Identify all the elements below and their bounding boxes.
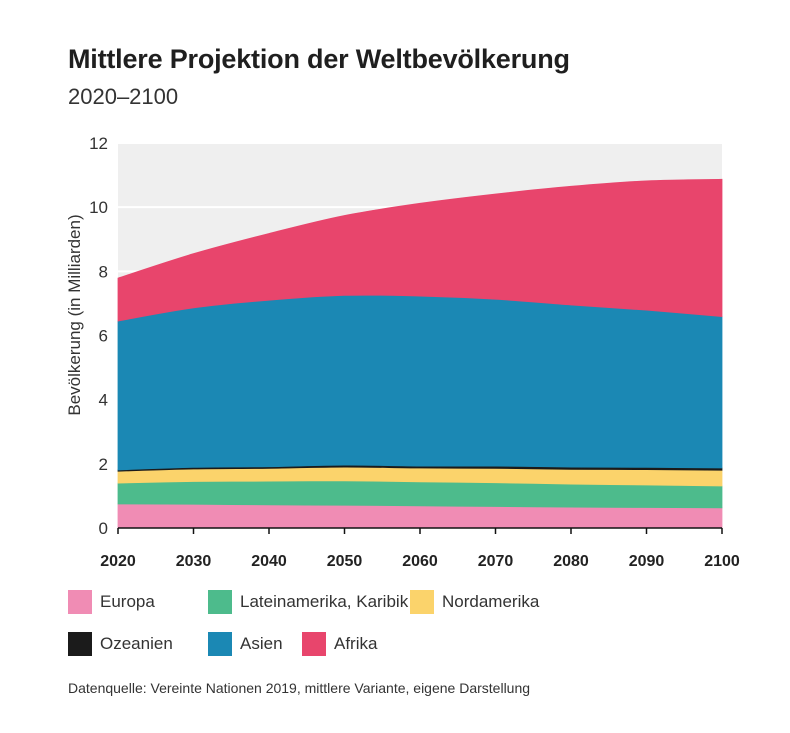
legend-item: Lateinamerika, Karibik <box>208 590 408 614</box>
legend-swatch <box>208 590 232 614</box>
data-source-note: Datenquelle: Vereinte Nationen 2019, mit… <box>68 680 531 696</box>
chart-subtitle: 2020–2100 <box>68 84 179 109</box>
x-tick-label: 2060 <box>402 553 438 570</box>
chart-title: Mittlere Projektion der Weltbevölkerung <box>68 44 570 74</box>
y-tick-label: 0 <box>99 519 108 538</box>
y-tick-label: 6 <box>99 327 108 346</box>
area-asien <box>117 294 723 471</box>
legend-label: Afrika <box>334 634 378 653</box>
legend-label: Lateinamerika, Karibik <box>240 592 409 611</box>
x-tick-label: 2100 <box>704 553 740 570</box>
y-tick-label: 12 <box>89 134 108 153</box>
area-afrika <box>117 178 723 322</box>
area-chart: 0 2 4 6 8 10 12 2020 2030 2040 2050 2060 2070 2080 209… <box>65 134 740 570</box>
x-tick-label: 2090 <box>629 553 665 570</box>
legend-swatch <box>68 632 92 656</box>
legend-label: Ozeanien <box>100 634 173 653</box>
y-axis-label: Bevölkerung (in Milliarden) <box>65 214 84 415</box>
legend-item: Asien <box>208 632 283 656</box>
y-tick-label: 4 <box>99 391 108 410</box>
x-tick-label: 2080 <box>553 553 589 570</box>
legend-item: Europa <box>68 590 155 614</box>
legend-item: Nordamerika <box>410 590 539 614</box>
x-tick-label: 2040 <box>251 553 287 570</box>
y-tick-label: 2 <box>99 455 108 474</box>
legend-item: Afrika <box>302 632 377 656</box>
x-tick-label: 2030 <box>176 553 212 570</box>
x-tick-label: 2050 <box>327 553 363 570</box>
x-tick-label: 2070 <box>478 553 514 570</box>
legend-label: Asien <box>240 634 283 653</box>
legend-label: Nordamerika <box>442 592 540 611</box>
y-tick-label: 8 <box>99 262 108 281</box>
x-tick-label: 2020 <box>100 553 136 570</box>
legend-swatch <box>410 590 434 614</box>
legend-item: Ozeanien <box>68 632 173 656</box>
legend-label: Europa <box>100 592 155 611</box>
legend-swatch <box>302 632 326 656</box>
legend-swatch <box>208 632 232 656</box>
legend-swatch <box>68 590 92 614</box>
y-tick-label: 10 <box>89 198 108 217</box>
